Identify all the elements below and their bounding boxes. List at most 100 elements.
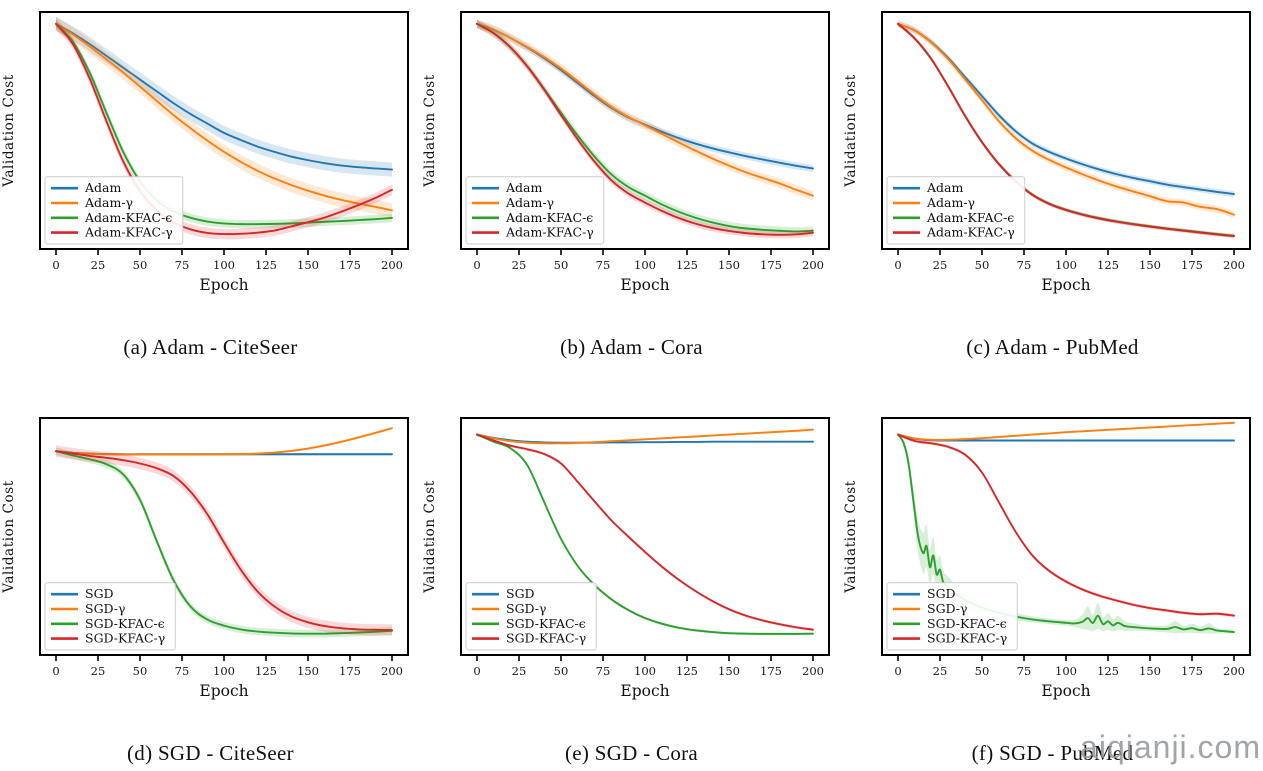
- line-chart-adam-pubmed: 0 25 50 75 100 125 150 175 200 Epoch Validation Co…: [843, 11, 1251, 294]
- series-line-sgd: [897, 421, 1235, 441]
- series-line-adam: [897, 22, 1235, 216]
- series-band-adam: [898, 20, 1234, 219]
- x-tick-label-75: 75: [1017, 664, 1032, 678]
- x-tick-label-25: 25: [933, 258, 948, 272]
- subplot-caption-f: (f) SGD - PubMed: [971, 741, 1134, 765]
- line-chart-adam-cora: 0 25 50 75 100 125 150 175 200 Epoch Validation Co…: [422, 11, 830, 294]
- x-tick-label-75: 75: [175, 664, 190, 678]
- plot-area: [55, 16, 393, 240]
- axes: 0 25 50 75 100 125 150 175 200 Epoch Validation Co…: [1, 417, 409, 700]
- legend-label-adam-kfac: Adam-KFAC-ϵ: [84, 210, 172, 225]
- x-tick-label-50: 50: [554, 664, 569, 678]
- x-axis-label: Epoch: [620, 682, 669, 700]
- x-axis-label: Epoch: [620, 276, 669, 294]
- legend-label-adam-kfac: Adam-KFAC-ϵ: [505, 210, 593, 225]
- x-tick-label-0: 0: [473, 664, 480, 678]
- series-line-sgd-kfac: [476, 433, 814, 631]
- subplot-sgd-pubmed: 0 25 50 75 100 125 150 175 200 Epoch Validation Co…: [842, 406, 1263, 766]
- line-chart-sgd-citeseer: 0 25 50 75 100 125 150 175 200 Epoch Validation Co…: [1, 417, 409, 700]
- x-tick-label-50: 50: [554, 258, 569, 272]
- plot-area: [55, 427, 393, 638]
- series-line-adam: [897, 22, 1235, 195]
- series-line-adam-kfac: [55, 22, 393, 236]
- axes: 0 25 50 75 100 125 150 175 200 Epoch Validation Co…: [843, 11, 1251, 294]
- x-tick-label-150: 150: [718, 258, 740, 272]
- plot-area: [476, 19, 814, 239]
- series-band-adam: [477, 19, 813, 201]
- legend-label-sgd-kfac: SGD-KFAC-γ: [85, 631, 165, 646]
- legend-box: [44, 582, 176, 651]
- x-tick-label-75: 75: [596, 258, 611, 272]
- legend-label-sgd-kfac: SGD-KFAC-ϵ: [85, 616, 165, 631]
- legend-label-sgd-kfac: SGD-KFAC-γ: [927, 631, 1007, 646]
- legend-label-adam: Adam-γ: [84, 195, 133, 210]
- x-tick-label-125: 125: [676, 664, 698, 678]
- x-tick-label-100: 100: [1055, 664, 1077, 678]
- series-band-adam: [56, 16, 392, 177]
- y-axis-label: Validation Cost: [422, 74, 438, 188]
- series-band-adam-kfac: [477, 19, 813, 236]
- x-tick-label-75: 75: [175, 258, 190, 272]
- legend-label-adam-kfac: Adam-KFAC-γ: [926, 225, 1015, 240]
- series-line-sgd: [476, 433, 814, 444]
- line-chart-sgd-cora: 0 25 50 75 100 125 150 175 200 Epoch Validation Co…: [422, 417, 830, 700]
- axes: 0 25 50 75 100 125 150 175 200 Epoch Validation Co…: [843, 417, 1251, 700]
- legend-label-sgd-kfac: SGD-KFAC-ϵ: [506, 616, 586, 631]
- subplot-caption-a: (a) Adam - CiteSeer: [123, 335, 298, 359]
- legend-label-adam-kfac: Adam-KFAC-ϵ: [926, 210, 1014, 225]
- x-tick-label-50: 50: [133, 258, 148, 272]
- series-line-sgd-kfac: [897, 433, 1235, 633]
- x-tick-label-0: 0: [52, 258, 59, 272]
- x-tick-label-0: 0: [52, 664, 59, 678]
- plot-area: [897, 20, 1235, 239]
- subplot-caption-b: (b) Adam - Cora: [560, 335, 703, 359]
- line-chart-adam-citeseer: 0 25 50 75 100 125 150 175 200 Epoch Validation Co…: [1, 11, 409, 294]
- series-line-sgd-kfac: [897, 433, 1235, 617]
- legend-label-adam: Adam-γ: [505, 195, 554, 210]
- series-line-adam: [55, 22, 393, 212]
- line-chart-sgd-pubmed: 0 25 50 75 100 125 150 175 200 Epoch Validation Co…: [843, 417, 1251, 700]
- x-axis-label: Epoch: [1041, 682, 1090, 700]
- legend-label-adam-kfac: Adam-KFAC-γ: [505, 225, 594, 240]
- x-tick-label-25: 25: [91, 258, 106, 272]
- subplot-sgd-citeseer: 0 25 50 75 100 125 150 175 200 Epoch Validation Co…: [0, 406, 421, 766]
- subplot-caption-d: (d) SGD - CiteSeer: [127, 741, 294, 765]
- x-tick-label-200: 200: [381, 664, 403, 678]
- x-tick-label-125: 125: [1097, 258, 1119, 272]
- subplot-adam-pubmed: 0 25 50 75 100 125 150 175 200 Epoch Validation Co…: [842, 0, 1263, 360]
- x-tick-label-0: 0: [894, 664, 901, 678]
- y-axis-label: Validation Cost: [422, 480, 438, 594]
- x-tick-label-100: 100: [634, 664, 656, 678]
- y-axis-label: Validation Cost: [843, 74, 859, 188]
- x-tick-label-175: 175: [760, 258, 782, 272]
- legend-label-sgd: SGD-γ: [85, 601, 126, 616]
- series-line-adam: [476, 22, 814, 197]
- subplot-caption-c: (c) Adam - PubMed: [966, 335, 1139, 359]
- x-tick-label-150: 150: [297, 664, 319, 678]
- x-tick-label-50: 50: [975, 258, 990, 272]
- series-line-adam-kfac: [476, 22, 814, 236]
- x-tick-label-125: 125: [255, 664, 277, 678]
- series-band-adam: [477, 20, 813, 172]
- legend-label-sgd: SGD: [927, 586, 956, 601]
- series-line-adam-kfac: [55, 22, 393, 226]
- series-line-sgd: [476, 428, 814, 445]
- series-line-sgd: [55, 427, 393, 456]
- x-tick-label-25: 25: [512, 664, 527, 678]
- x-tick-label-200: 200: [381, 258, 403, 272]
- legend-box: [465, 176, 605, 245]
- x-tick-label-50: 50: [975, 664, 990, 678]
- series-line-sgd-kfac: [55, 450, 393, 632]
- x-tick-label-150: 150: [297, 258, 319, 272]
- subplot-adam-citeseer: 0 25 50 75 100 125 150 175 200 Epoch Validation Co…: [0, 0, 421, 360]
- plot-area: [897, 421, 1235, 635]
- legend-box: [44, 176, 184, 245]
- legend-label-sgd-kfac: SGD-KFAC-γ: [506, 631, 586, 646]
- series-line-adam-kfac: [897, 22, 1235, 238]
- x-tick-label-100: 100: [634, 258, 656, 272]
- legend-label-adam: Adam-γ: [926, 195, 975, 210]
- series-line-adam: [55, 22, 393, 171]
